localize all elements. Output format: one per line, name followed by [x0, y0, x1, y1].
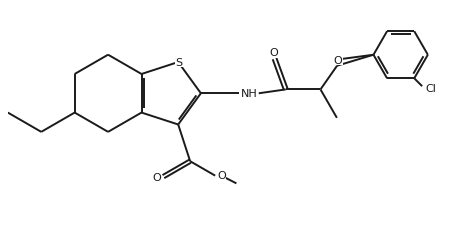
Text: NH: NH	[241, 89, 257, 99]
Text: O: O	[153, 173, 162, 183]
Text: S: S	[176, 57, 183, 67]
Text: O: O	[334, 55, 342, 65]
Text: Cl: Cl	[425, 84, 436, 94]
Text: O: O	[217, 170, 226, 180]
Text: O: O	[269, 48, 278, 58]
